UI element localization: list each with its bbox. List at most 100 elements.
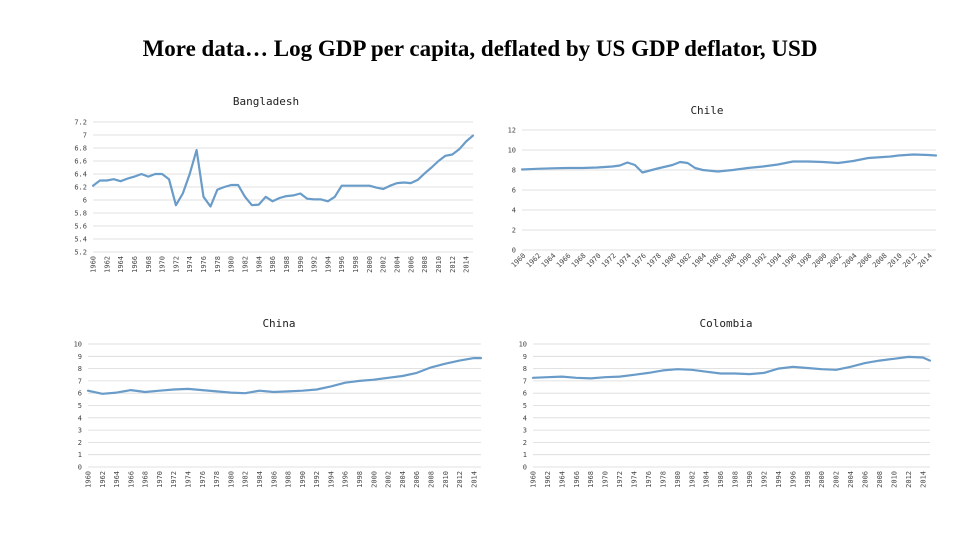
x-tick-label: 2006 (407, 256, 415, 273)
x-tick-label: 2012 (456, 471, 464, 488)
x-tick-label: 1962 (525, 252, 543, 270)
y-tick-label: 4 (523, 414, 527, 422)
x-tick-label: 2010 (435, 256, 443, 273)
chart-colombia: Colombia 0 1 2 3 4 5 6 7 8 9 10 1960 1962 1964 1966 19… (519, 317, 932, 488)
x-tick-label: 1968 (587, 471, 595, 488)
x-tick-label: 1984 (255, 256, 263, 273)
y-tick-label: 5.6 (74, 223, 87, 231)
x-tick-label: 1970 (159, 256, 167, 273)
x-tick-label: 2006 (856, 252, 874, 270)
x-tick-label: 2002 (380, 256, 388, 273)
x-tick-label: 2004 (399, 471, 407, 488)
chart-title: Chile (690, 104, 723, 117)
x-tick-label: 1984 (256, 471, 264, 488)
x-tick-label: 2002 (385, 471, 393, 488)
y-tick-label: 7 (83, 132, 87, 140)
x-tick-label: 2008 (427, 471, 435, 488)
x-tick-label: 1980 (228, 256, 236, 273)
x-tick-label: 1998 (352, 256, 360, 273)
y-tick-label: 12 (508, 127, 516, 135)
chart-title: Colombia (700, 317, 753, 330)
x-tick-label: 1986 (269, 256, 277, 273)
x-tick-label: 1980 (227, 471, 235, 488)
y-tick-label: 2 (523, 439, 527, 447)
y-tick-label: 6.2 (74, 184, 87, 192)
y-tick-label: 9 (523, 353, 527, 361)
series-line (91, 134, 475, 208)
x-tick-label: 1970 (602, 471, 610, 488)
x-tick-label: 1960 (530, 471, 538, 488)
x-tick-label: 1986 (270, 471, 278, 488)
x-tick-label: 2002 (826, 252, 844, 270)
x-tick-label: 1962 (99, 471, 107, 488)
y-tick-label: 8 (78, 365, 82, 373)
x-tick-label: 1978 (645, 252, 663, 270)
x-tick-label: 1966 (127, 471, 135, 488)
x-tick-label: 2004 (394, 256, 402, 273)
x-tick-label: 1976 (199, 471, 207, 488)
x-tick-label: 1962 (544, 471, 552, 488)
x-tick-label: 2014 (470, 471, 478, 488)
x-tick-label: 1998 (356, 471, 364, 488)
y-tick-label: 0 (78, 464, 82, 472)
x-tick-label: 1992 (311, 256, 319, 273)
y-tick-label: 7 (78, 377, 82, 385)
chart-title: Bangladesh (233, 95, 299, 108)
x-tick-label: 1960 (90, 256, 98, 273)
y-tick-label: 6.8 (74, 145, 87, 153)
x-tick-label: 2006 (862, 471, 870, 488)
y-tick-label: 1 (523, 451, 527, 459)
x-tick-label: 1972 (600, 252, 618, 270)
x-tick-label: 1994 (327, 471, 335, 488)
y-tick-label: 0 (523, 464, 527, 472)
x-tick-label: 2000 (370, 471, 378, 488)
x-tick-label: 1988 (285, 471, 293, 488)
x-tick-label: 1976 (200, 256, 208, 273)
x-tick-label: 2000 (811, 252, 829, 270)
x-tick-label: 1990 (297, 256, 305, 273)
x-tick-label: 1990 (736, 252, 754, 270)
y-tick-label: 10 (74, 341, 82, 349)
x-tick-label: 1982 (675, 252, 693, 270)
y-tick-label: 0 (512, 247, 516, 255)
x-tick-label: 1996 (342, 471, 350, 488)
y-tick-label: 6 (83, 197, 87, 205)
x-tick-label: 1994 (775, 471, 783, 488)
x-tick-label: 1982 (242, 471, 250, 488)
x-tick-label: 2012 (901, 252, 919, 270)
x-tick-label: 2014 (919, 471, 927, 488)
x-tick-label: 1992 (760, 471, 768, 488)
x-tick-label: 1982 (242, 256, 250, 273)
x-tick-label: 1970 (585, 252, 603, 270)
x-tick-label: 1988 (721, 252, 739, 270)
y-tick-label: 6.6 (74, 158, 87, 166)
x-tick-label: 1964 (540, 252, 558, 270)
y-tick-label: 6 (523, 390, 527, 398)
y-tick-label: 1 (78, 451, 82, 459)
x-tick-label: 1978 (659, 471, 667, 488)
x-tick-label: 1974 (185, 471, 193, 488)
x-tick-label: 2008 (421, 256, 429, 273)
x-tick-label: 1978 (214, 256, 222, 273)
x-tick-label: 2012 (905, 471, 913, 488)
x-tick-label: 1972 (172, 256, 180, 273)
x-tick-label: 1994 (766, 252, 784, 270)
x-tick-label: 1962 (103, 256, 111, 273)
x-tick-label: 2008 (871, 252, 889, 270)
y-tick-label: 5 (78, 402, 82, 410)
x-tick-label: 2014 (916, 252, 934, 270)
x-tick-label: 2004 (841, 252, 859, 270)
x-tick-label: 1980 (660, 252, 678, 270)
x-tick-label: 1986 (717, 471, 725, 488)
y-tick-label: 9 (78, 353, 82, 361)
x-tick-label: 1964 (113, 471, 121, 488)
x-tick-label: 1998 (796, 252, 814, 270)
x-tick-label: 1982 (688, 471, 696, 488)
x-tick-label: 2010 (886, 252, 904, 270)
x-tick-label: 1984 (690, 252, 708, 270)
y-tick-label: 2 (78, 439, 82, 447)
x-tick-label: 1974 (186, 256, 194, 273)
x-tick-label: 1978 (213, 471, 221, 488)
x-tick-label: 2004 (847, 471, 855, 488)
x-tick-label: 1996 (789, 471, 797, 488)
